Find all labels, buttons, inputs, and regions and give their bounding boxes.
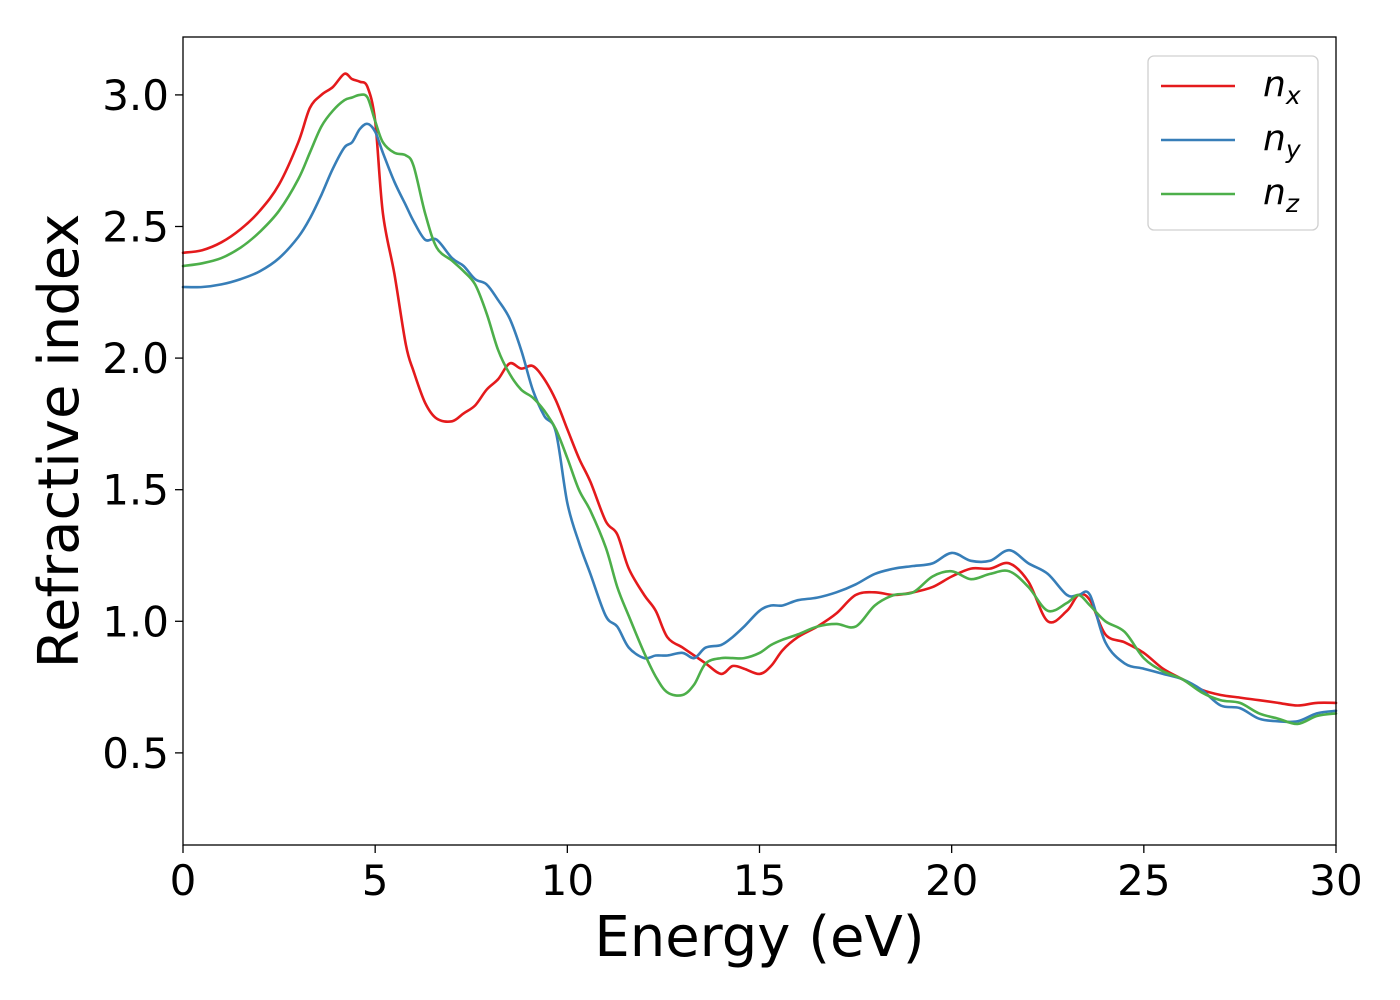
x-axis-label: Energy (eV) bbox=[594, 905, 924, 970]
y-tick-label: 3.0 bbox=[102, 71, 169, 120]
legend-label-x: nx bbox=[1263, 64, 1301, 110]
y-tick-label: 1.5 bbox=[102, 466, 169, 515]
plot-frame bbox=[182, 36, 1337, 846]
x-tick-label: 15 bbox=[733, 856, 786, 905]
series-line-z bbox=[181, 93, 1338, 726]
x-tick-label: 20 bbox=[925, 856, 978, 905]
legend: nx ny nz bbox=[1147, 55, 1319, 231]
y-tick-label: 2.5 bbox=[102, 202, 169, 251]
y-tick-label: 1.0 bbox=[102, 597, 169, 646]
legend-box bbox=[1147, 55, 1319, 231]
legend-entries: nx ny nz bbox=[1161, 64, 1302, 218]
legend-label-z: nz bbox=[1263, 172, 1300, 218]
x-tick-label: 10 bbox=[541, 856, 594, 905]
x-tick-label: 0 bbox=[170, 856, 197, 905]
y-tick-label: 2.0 bbox=[102, 334, 169, 383]
ticks-layer: 0 5 10 15 20 25 30 0.5 1.0 1.5 2.0 2.5 3.0 bbox=[102, 71, 1363, 905]
plot-background bbox=[183, 37, 1336, 845]
legend-label-y: ny bbox=[1263, 118, 1302, 164]
y-tick-label: 0.5 bbox=[102, 729, 169, 778]
series-line-y bbox=[181, 122, 1338, 724]
x-tick-label: 25 bbox=[1117, 856, 1170, 905]
series-line-x bbox=[181, 72, 1338, 707]
series-layer bbox=[181, 72, 1338, 726]
x-tick-label: 5 bbox=[362, 856, 389, 905]
x-tick-label: 30 bbox=[1309, 856, 1362, 905]
y-axis-label: Refractive index bbox=[27, 214, 92, 669]
